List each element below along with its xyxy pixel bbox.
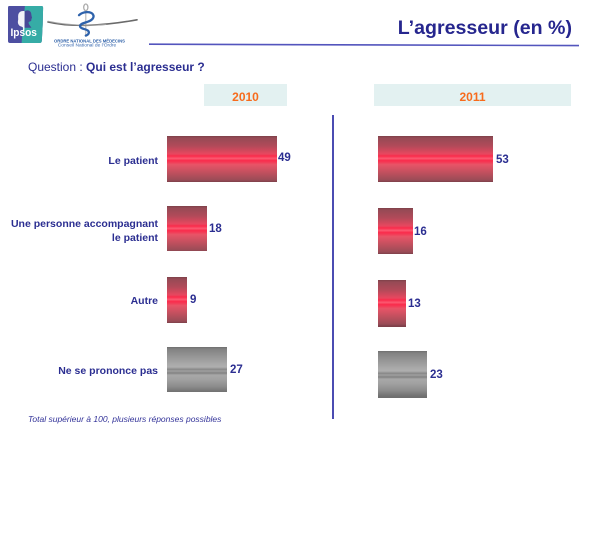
svg-text:Conseil National de l'Ordre: Conseil National de l'Ordre xyxy=(58,43,117,48)
svg-text:Ipsos: Ipsos xyxy=(11,27,37,39)
svg-text:ORDRE NATIONAL DES MÉDECINS: ORDRE NATIONAL DES MÉDECINS xyxy=(54,38,125,43)
